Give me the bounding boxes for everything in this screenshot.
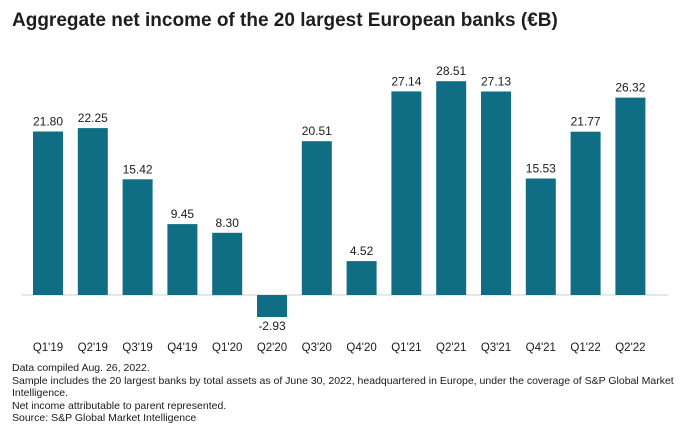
chart-notes: Data compiled Aug. 26, 2022. Sample incl…: [12, 362, 692, 425]
category-label: Q1'21: [391, 342, 421, 354]
bar-Q3'20: [301, 141, 332, 295]
value-label: 27.13: [481, 75, 511, 89]
bar-Q1'19: [33, 131, 63, 295]
chart-title: Aggregate net income of the 20 largest E…: [12, 10, 558, 31]
bar-Q2'22: [615, 97, 646, 295]
value-label: 21.77: [571, 115, 601, 129]
bar-Q1'22: [570, 131, 601, 295]
category-label: Q2'20: [257, 342, 287, 354]
note-data-compiled: Data compiled Aug. 26, 2022.: [12, 362, 150, 374]
bar-Q4'21: [525, 178, 556, 295]
category-label: Q3'21: [481, 342, 511, 354]
category-label: Q4'20: [346, 342, 376, 354]
note-net-income: Net income attributable to parent repres…: [12, 399, 227, 412]
value-label: 26.32: [615, 81, 645, 95]
category-label: Q2'22: [615, 342, 645, 354]
bar-chart: 21.80 Q1'19 22.25 Q2'19 15.42 Q3'19 9.45 Q4'19 8…: [22, 64, 668, 354]
value-label: 27.14: [391, 74, 421, 88]
category-label: Q4'21: [526, 342, 556, 354]
category-label: Q2'19: [78, 342, 108, 354]
value-label: 15.42: [123, 162, 153, 176]
bar-Q2'19: [77, 128, 108, 295]
category-label: Q3'19: [122, 342, 152, 354]
category-label: Q3'20: [302, 342, 332, 354]
bar-Q4'19: [167, 224, 198, 295]
bar-Q1'20: [212, 232, 243, 296]
value-label: 4.52: [350, 244, 374, 258]
value-label: -2.93: [258, 319, 286, 333]
category-label: Q4'19: [167, 342, 197, 354]
category-label: Q1'22: [570, 342, 600, 354]
bar-Q2'21: [436, 81, 467, 295]
value-label: 28.51: [436, 64, 466, 78]
category-label: Q1'19: [33, 342, 63, 354]
bar-Q3'21: [481, 91, 511, 295]
value-label: 8.30: [216, 216, 240, 230]
value-label: 22.25: [78, 111, 108, 125]
note-source: Source: S&P Global Market Intelligence: [12, 412, 197, 424]
category-label: Q2'21: [436, 342, 466, 354]
value-label: 20.51: [302, 124, 332, 138]
category-label: Q1'20: [212, 342, 242, 354]
bar-Q2'20: [257, 295, 287, 317]
value-label: 21.80: [33, 115, 63, 129]
bar-Q3'19: [122, 179, 153, 295]
bar-Q1'21: [391, 91, 422, 296]
bar-Q4'20: [346, 261, 377, 295]
note-sample: Sample includes the 20 largest banks by …: [12, 374, 674, 400]
value-label: 9.45: [171, 207, 195, 221]
value-label: 15.53: [526, 162, 556, 176]
